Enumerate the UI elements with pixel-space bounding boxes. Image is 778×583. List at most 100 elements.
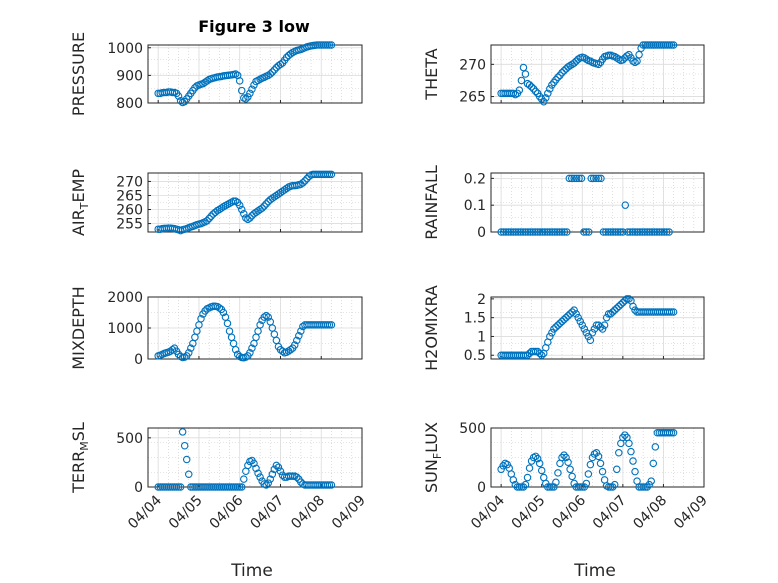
data-point bbox=[548, 328, 556, 337]
data-point bbox=[550, 325, 558, 333]
data-point bbox=[264, 313, 272, 321]
data-point bbox=[564, 312, 572, 320]
data-point bbox=[176, 483, 185, 491]
y-tick-label: 265 bbox=[459, 90, 486, 106]
data-point bbox=[570, 174, 578, 183]
data-point bbox=[582, 479, 591, 488]
data-point bbox=[619, 56, 627, 64]
data-point bbox=[621, 431, 629, 439]
data-point bbox=[519, 63, 528, 72]
x-axis-label-right: Time bbox=[573, 561, 616, 581]
data-point bbox=[521, 228, 530, 236]
data-point bbox=[282, 184, 291, 193]
data-point bbox=[613, 465, 621, 474]
axes-box bbox=[147, 427, 363, 488]
data-point bbox=[497, 228, 505, 236]
data-point bbox=[594, 174, 603, 183]
data-point bbox=[264, 479, 272, 487]
y-tick-label: 1000 bbox=[107, 41, 143, 57]
data-point bbox=[598, 325, 607, 333]
data-point bbox=[217, 204, 226, 212]
x-tick-label: 04/06 bbox=[549, 492, 589, 532]
data-point bbox=[274, 463, 283, 472]
x-tick-label: 04/08 bbox=[288, 493, 328, 533]
data-point bbox=[325, 170, 334, 179]
data-point bbox=[168, 88, 177, 97]
data-point bbox=[525, 81, 534, 89]
data-point bbox=[521, 480, 530, 489]
data-point bbox=[588, 328, 597, 337]
data-point bbox=[197, 314, 205, 323]
data-point bbox=[509, 89, 518, 98]
data-point bbox=[519, 228, 527, 236]
data-point bbox=[238, 483, 246, 491]
data-point bbox=[568, 308, 576, 316]
data-point bbox=[604, 310, 613, 318]
data-point bbox=[558, 453, 566, 462]
data-point bbox=[323, 170, 332, 179]
data-point bbox=[633, 57, 641, 65]
data-point bbox=[229, 197, 238, 205]
data-point bbox=[244, 215, 252, 224]
data-point bbox=[511, 90, 520, 99]
y-tick-label: 0.2 bbox=[464, 171, 486, 187]
data-point bbox=[629, 457, 637, 465]
data-point bbox=[614, 228, 622, 236]
data-point bbox=[647, 477, 656, 485]
data-point bbox=[231, 197, 240, 205]
data-point bbox=[187, 344, 195, 352]
data-point bbox=[589, 174, 598, 183]
subplot-theta: 265 270 THETA bbox=[422, 41, 705, 106]
x-tick-label: 04/04 bbox=[468, 492, 508, 532]
data-point bbox=[558, 68, 566, 77]
data-point bbox=[260, 202, 268, 210]
subplot-terr_msl: 0 500 04/04 04/05 04/06 04/07 04/08 04/09 TERRMS… bbox=[69, 422, 369, 532]
data-point bbox=[299, 179, 307, 187]
data-point bbox=[606, 310, 615, 318]
data-point bbox=[539, 97, 548, 106]
data-point bbox=[558, 228, 566, 236]
data-point bbox=[205, 214, 213, 223]
data-point bbox=[507, 228, 515, 236]
data-point bbox=[649, 459, 658, 468]
data-point bbox=[582, 228, 591, 236]
data-point bbox=[604, 228, 613, 236]
data-point bbox=[511, 228, 520, 236]
y-tick-label: 1 bbox=[477, 329, 486, 345]
data-point bbox=[572, 174, 581, 183]
data-point bbox=[667, 308, 676, 316]
y-tick-label: 270 bbox=[459, 57, 486, 73]
data-point bbox=[521, 70, 530, 78]
data-point bbox=[546, 228, 554, 236]
data-point bbox=[633, 228, 642, 236]
data-point bbox=[610, 480, 619, 489]
data-point bbox=[665, 308, 674, 316]
data-point bbox=[537, 351, 546, 359]
data-point bbox=[554, 321, 562, 329]
subplot-rainfall: 0 0.1 0.2 RAINFALL bbox=[422, 165, 705, 241]
data-point bbox=[240, 475, 248, 483]
data-point bbox=[246, 214, 254, 222]
data-point bbox=[611, 228, 620, 236]
data-point bbox=[509, 228, 518, 236]
data-point bbox=[509, 476, 518, 484]
data-point bbox=[323, 41, 332, 49]
data-point bbox=[562, 453, 570, 462]
data-point bbox=[631, 228, 639, 236]
data-point bbox=[327, 321, 336, 329]
data-point bbox=[558, 317, 566, 326]
data-point bbox=[533, 454, 542, 463]
data-point bbox=[325, 481, 334, 489]
data-point bbox=[655, 228, 664, 236]
data-point bbox=[660, 228, 668, 236]
data-point bbox=[635, 50, 643, 59]
y-tick-label: 500 bbox=[116, 431, 143, 447]
data-point bbox=[615, 449, 623, 457]
subplot-pressure: 800 900 1000 PRESSURE bbox=[69, 32, 363, 116]
data-point bbox=[596, 459, 605, 468]
data-point bbox=[266, 475, 275, 483]
data-point bbox=[504, 228, 513, 236]
data-point bbox=[502, 228, 510, 236]
axes-box bbox=[490, 296, 705, 360]
